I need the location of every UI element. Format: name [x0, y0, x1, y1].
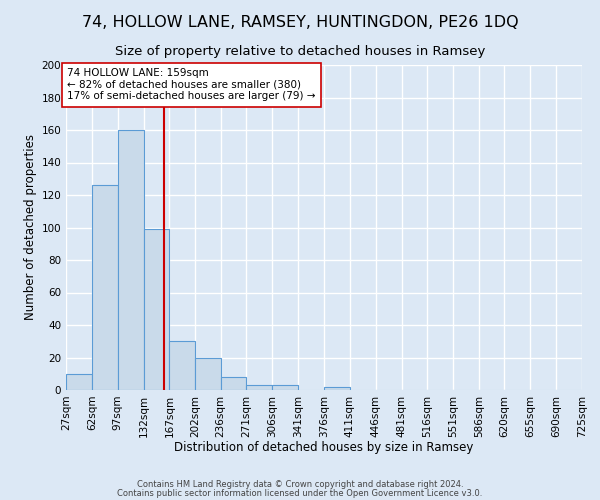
Bar	[66, 374, 92, 390]
Text: Size of property relative to detached houses in Ramsey: Size of property relative to detached ho…	[115, 45, 485, 58]
Text: 74, HOLLOW LANE, RAMSEY, HUNTINGDON, PE26 1DQ: 74, HOLLOW LANE, RAMSEY, HUNTINGDON, PE2…	[82, 15, 518, 30]
Y-axis label: Number of detached properties: Number of detached properties	[24, 134, 37, 320]
Text: 74 HOLLOW LANE: 159sqm
← 82% of detached houses are smaller (380)
17% of semi-de: 74 HOLLOW LANE: 159sqm ← 82% of detached…	[67, 68, 316, 102]
Bar	[272, 385, 298, 390]
Bar	[143, 229, 169, 390]
Bar	[324, 387, 350, 390]
Bar	[221, 377, 247, 390]
Bar	[196, 358, 221, 390]
Bar	[169, 341, 196, 390]
X-axis label: Distribution of detached houses by size in Ramsey: Distribution of detached houses by size …	[175, 441, 473, 454]
Bar	[247, 385, 272, 390]
Text: Contains HM Land Registry data © Crown copyright and database right 2024.: Contains HM Land Registry data © Crown c…	[137, 480, 463, 489]
Text: Contains public sector information licensed under the Open Government Licence v3: Contains public sector information licen…	[118, 488, 482, 498]
Bar	[92, 185, 118, 390]
Bar	[118, 130, 143, 390]
